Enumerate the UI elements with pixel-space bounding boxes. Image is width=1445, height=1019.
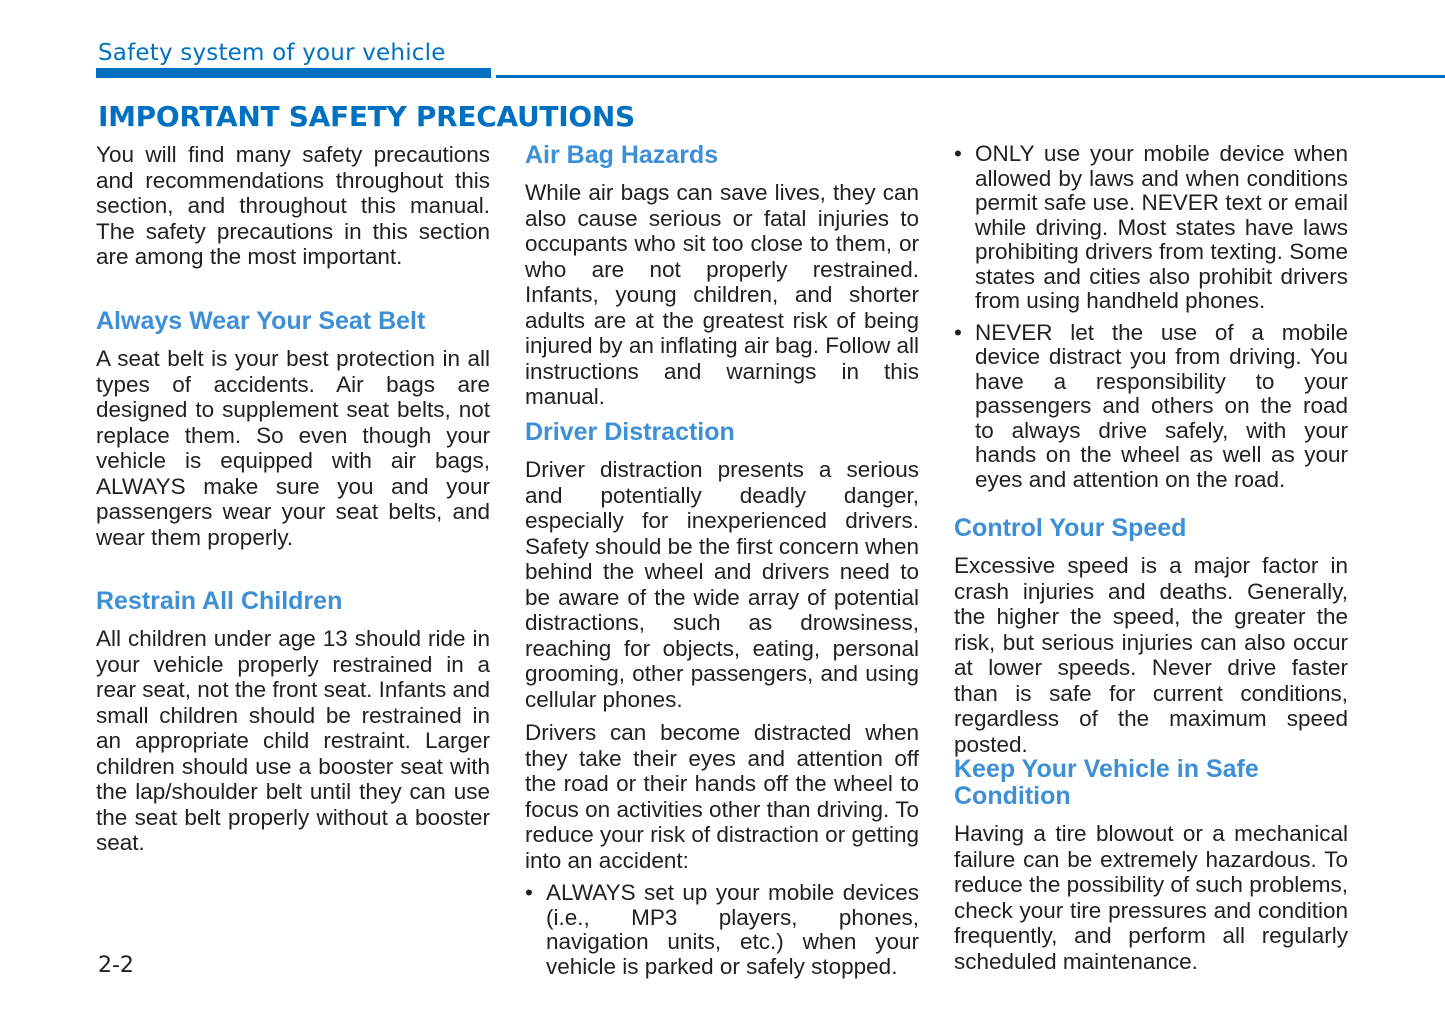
section-heading: Driver Distraction [525,418,735,446]
intro-paragraph: You will find many safety precautions an… [96,142,490,269]
bullet-list: • ALWAYS set up your mobile devices (i.e.… [525,880,919,979]
bullet-icon: • [525,880,533,905]
speed-section: Control Your Speed Excessive speed is a … [954,515,1348,757]
bullet-list: • ONLY use your mobile device when allowe… [954,141,1348,492]
section-heading: Keep Your Vehicle in Safe Condition [954,755,1259,810]
section-heading: Air Bag Hazards [525,141,719,169]
bullet-icon: • [954,319,962,345]
seat-belt-section: Always Wear Your Seat Belt A seat belt i… [96,308,490,550]
distraction-continued: • ONLY use your mobile device when allowe… [954,141,1348,499]
list-item: • ALWAYS set up your mobile devices (i.e.… [525,880,919,979]
header-rule-thin [496,75,1445,78]
condition-section: Keep Your Vehicle in Safe Condition Havi… [954,756,1348,974]
section-heading: Restrain All Children [96,587,343,615]
section-body: Driver distraction presents a serious an… [525,457,919,712]
section-body: Drivers can become distracted when they … [525,720,919,873]
header-rule-thick [96,68,491,78]
list-item: • ONLY use your mobile device when allowe… [954,141,1348,313]
air-bag-section: Air Bag Hazards While air bags can save … [525,142,919,410]
section-body: All children under age 13 should ride in… [96,626,490,855]
section-body: Having a tire blowout or a mechanical fa… [954,821,1348,974]
page-title: IMPORTANT SAFETY PRECAUTIONS [98,100,635,133]
section-heading: Always Wear Your Seat Belt [96,307,426,335]
list-item: • NEVER let the use of a mobile device di… [954,319,1348,492]
bullet-icon: • [954,141,962,166]
page-number: 2-2 [98,953,134,978]
section-body: While air bags can save lives, they can … [525,180,919,409]
intro-block: You will find many safety precautions an… [96,142,490,270]
section-heading: Control Your Speed [954,514,1187,542]
children-section: Restrain All Children All children under… [96,588,490,856]
section-body: Excessive speed is a major factor in cra… [954,553,1348,757]
distraction-section: Driver Distraction Driver distraction pr… [525,419,919,986]
running-header: Safety system of your vehicle [98,40,446,66]
section-body: A seat belt is your best protection in a… [96,346,490,550]
